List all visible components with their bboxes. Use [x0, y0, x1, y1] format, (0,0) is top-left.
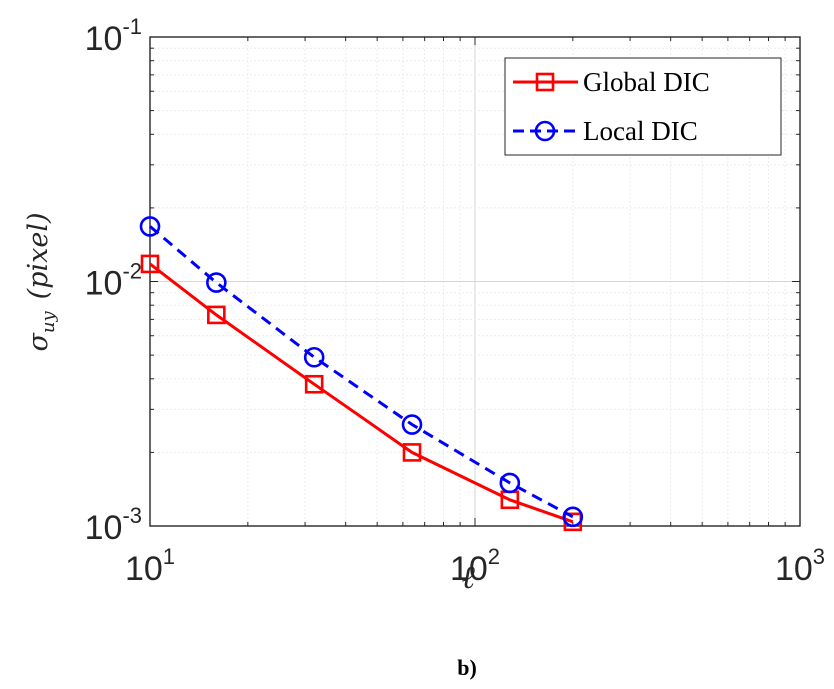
y-axis-label: σuy (pixel): [23, 212, 59, 351]
data-point-circle: [562, 506, 584, 528]
legend-label: Global DIC: [583, 67, 710, 97]
series-local-dic: [139, 216, 584, 528]
data-point-square: [402, 443, 422, 462]
y-axis-label-subscript: uy: [38, 310, 59, 333]
data-point-circle: [499, 472, 521, 494]
x-tick-label-base: 10: [775, 550, 813, 588]
y-tick-label: 10-2: [85, 259, 142, 303]
legend-label: Local DIC: [583, 116, 698, 146]
y-tick-label-base: 10: [85, 20, 123, 58]
y-tick-label-base: 10: [85, 265, 123, 303]
y-axis-label-symbol: σ: [23, 332, 54, 352]
legend-entry: Global DIC: [513, 67, 710, 97]
data-point-circle: [401, 414, 423, 435]
series-global-dic: [140, 254, 583, 532]
x-tick-label: 102: [450, 544, 500, 588]
legend-marker-square: [535, 72, 555, 92]
figure-caption: b): [457, 655, 477, 680]
y-tick-label: 10-1: [85, 14, 142, 58]
y-tick-label-base: 10: [85, 509, 123, 547]
legend-marker-circle: [534, 120, 556, 142]
x-tick-label-base: 10: [125, 550, 163, 588]
series-line: [149, 225, 574, 519]
data-point-circle: [206, 272, 227, 293]
legend: Global DIC Local DIC: [504, 57, 782, 156]
data-point-square: [304, 374, 324, 394]
y-tick-label-exponent: -1: [122, 14, 142, 39]
data-point-circle: [303, 346, 325, 368]
data-series: [139, 216, 584, 532]
series-line: [149, 262, 574, 524]
y-tick-label-exponent: -2: [122, 259, 142, 284]
x-tick-label-exponent: 1: [163, 544, 175, 569]
y-axis-label-unit: (pixel): [23, 212, 54, 299]
axis-tick-marks: [149, 36, 801, 527]
y-tick-label: 10-3: [85, 503, 142, 547]
x-tick-label-exponent: 3: [813, 544, 825, 569]
x-axis-label: ℓ: [461, 558, 475, 596]
x-tick-label: 101: [125, 544, 175, 588]
legend-entry: Local DIC: [513, 116, 698, 146]
data-point-square: [140, 254, 160, 274]
x-tick-label: 103: [775, 544, 825, 588]
data-point-circle: [139, 216, 161, 237]
x-tick-label-base: 10: [450, 550, 488, 588]
y-tick-label-exponent: -3: [122, 503, 142, 528]
x-tick-label-exponent: 2: [488, 544, 500, 569]
data-point-square: [207, 305, 226, 325]
